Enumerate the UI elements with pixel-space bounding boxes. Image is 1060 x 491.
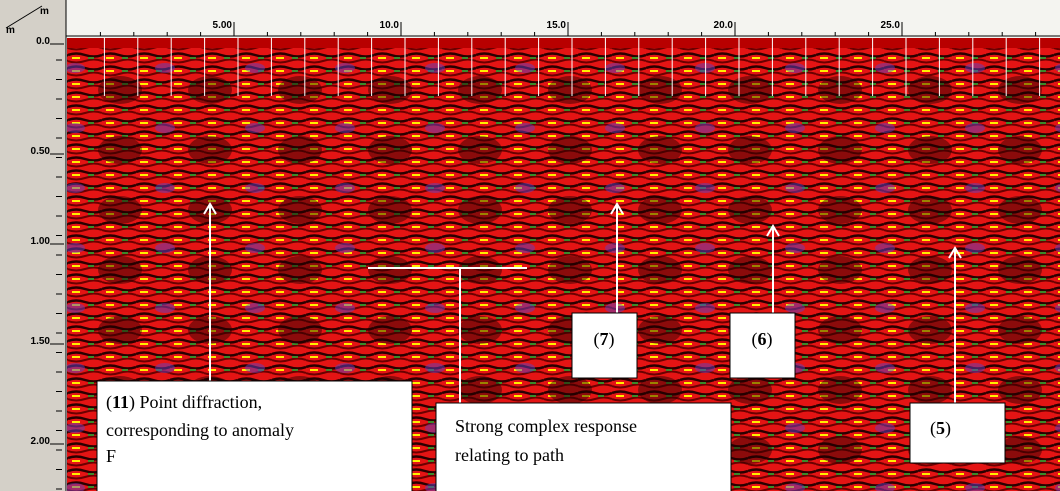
paren: )	[609, 329, 615, 350]
annotation-number: 11	[112, 392, 129, 412]
y-tick-label: 1.00	[31, 236, 51, 247]
annotation-line: F	[106, 446, 116, 466]
annotation-line: Strong complex response	[455, 416, 637, 436]
paren: )	[945, 418, 951, 439]
annotation-line: corresponding to anomaly	[106, 420, 294, 440]
y-unit: m	[6, 25, 15, 36]
annotation-number: 6	[758, 329, 767, 349]
annotation-text: (11) Point diffraction,	[106, 392, 262, 413]
annotation-text: (7)	[594, 329, 615, 350]
y-tick-label: 1.50	[31, 336, 51, 347]
annotation-line: ) Point diffraction,	[129, 392, 262, 413]
annotation-text: (5)	[930, 418, 951, 439]
y-tick-label: 0.50	[31, 146, 51, 157]
annotation-text: (6)	[752, 329, 773, 350]
x-tick-label: 25.0	[881, 20, 901, 31]
radargram-view: m m 5.00 10.0 15.0 20.0 25.0 0.0 0.50 1.00 1.50 2…	[0, 0, 1060, 491]
x-tick-label: 15.0	[547, 20, 567, 31]
surface-band	[67, 38, 1060, 48]
annotation-line: relating to path	[455, 445, 564, 465]
annotation-number: 7	[600, 329, 609, 349]
annotation-box	[910, 403, 1005, 463]
x-unit: m	[40, 6, 49, 17]
y-tick-label: 0.0	[36, 36, 50, 47]
annotation-number: 5	[936, 418, 945, 438]
x-tick-label: 10.0	[380, 20, 400, 31]
x-axis-panel	[66, 0, 1060, 38]
x-tick-label: 5.00	[213, 20, 233, 31]
paren: )	[767, 329, 773, 350]
page: m m 5.00 10.0 15.0 20.0 25.0 0.0 0.50 1.00 1.50 2…	[0, 0, 1060, 491]
y-tick-label: 2.00	[31, 436, 51, 447]
x-tick-label: 20.0	[714, 20, 734, 31]
